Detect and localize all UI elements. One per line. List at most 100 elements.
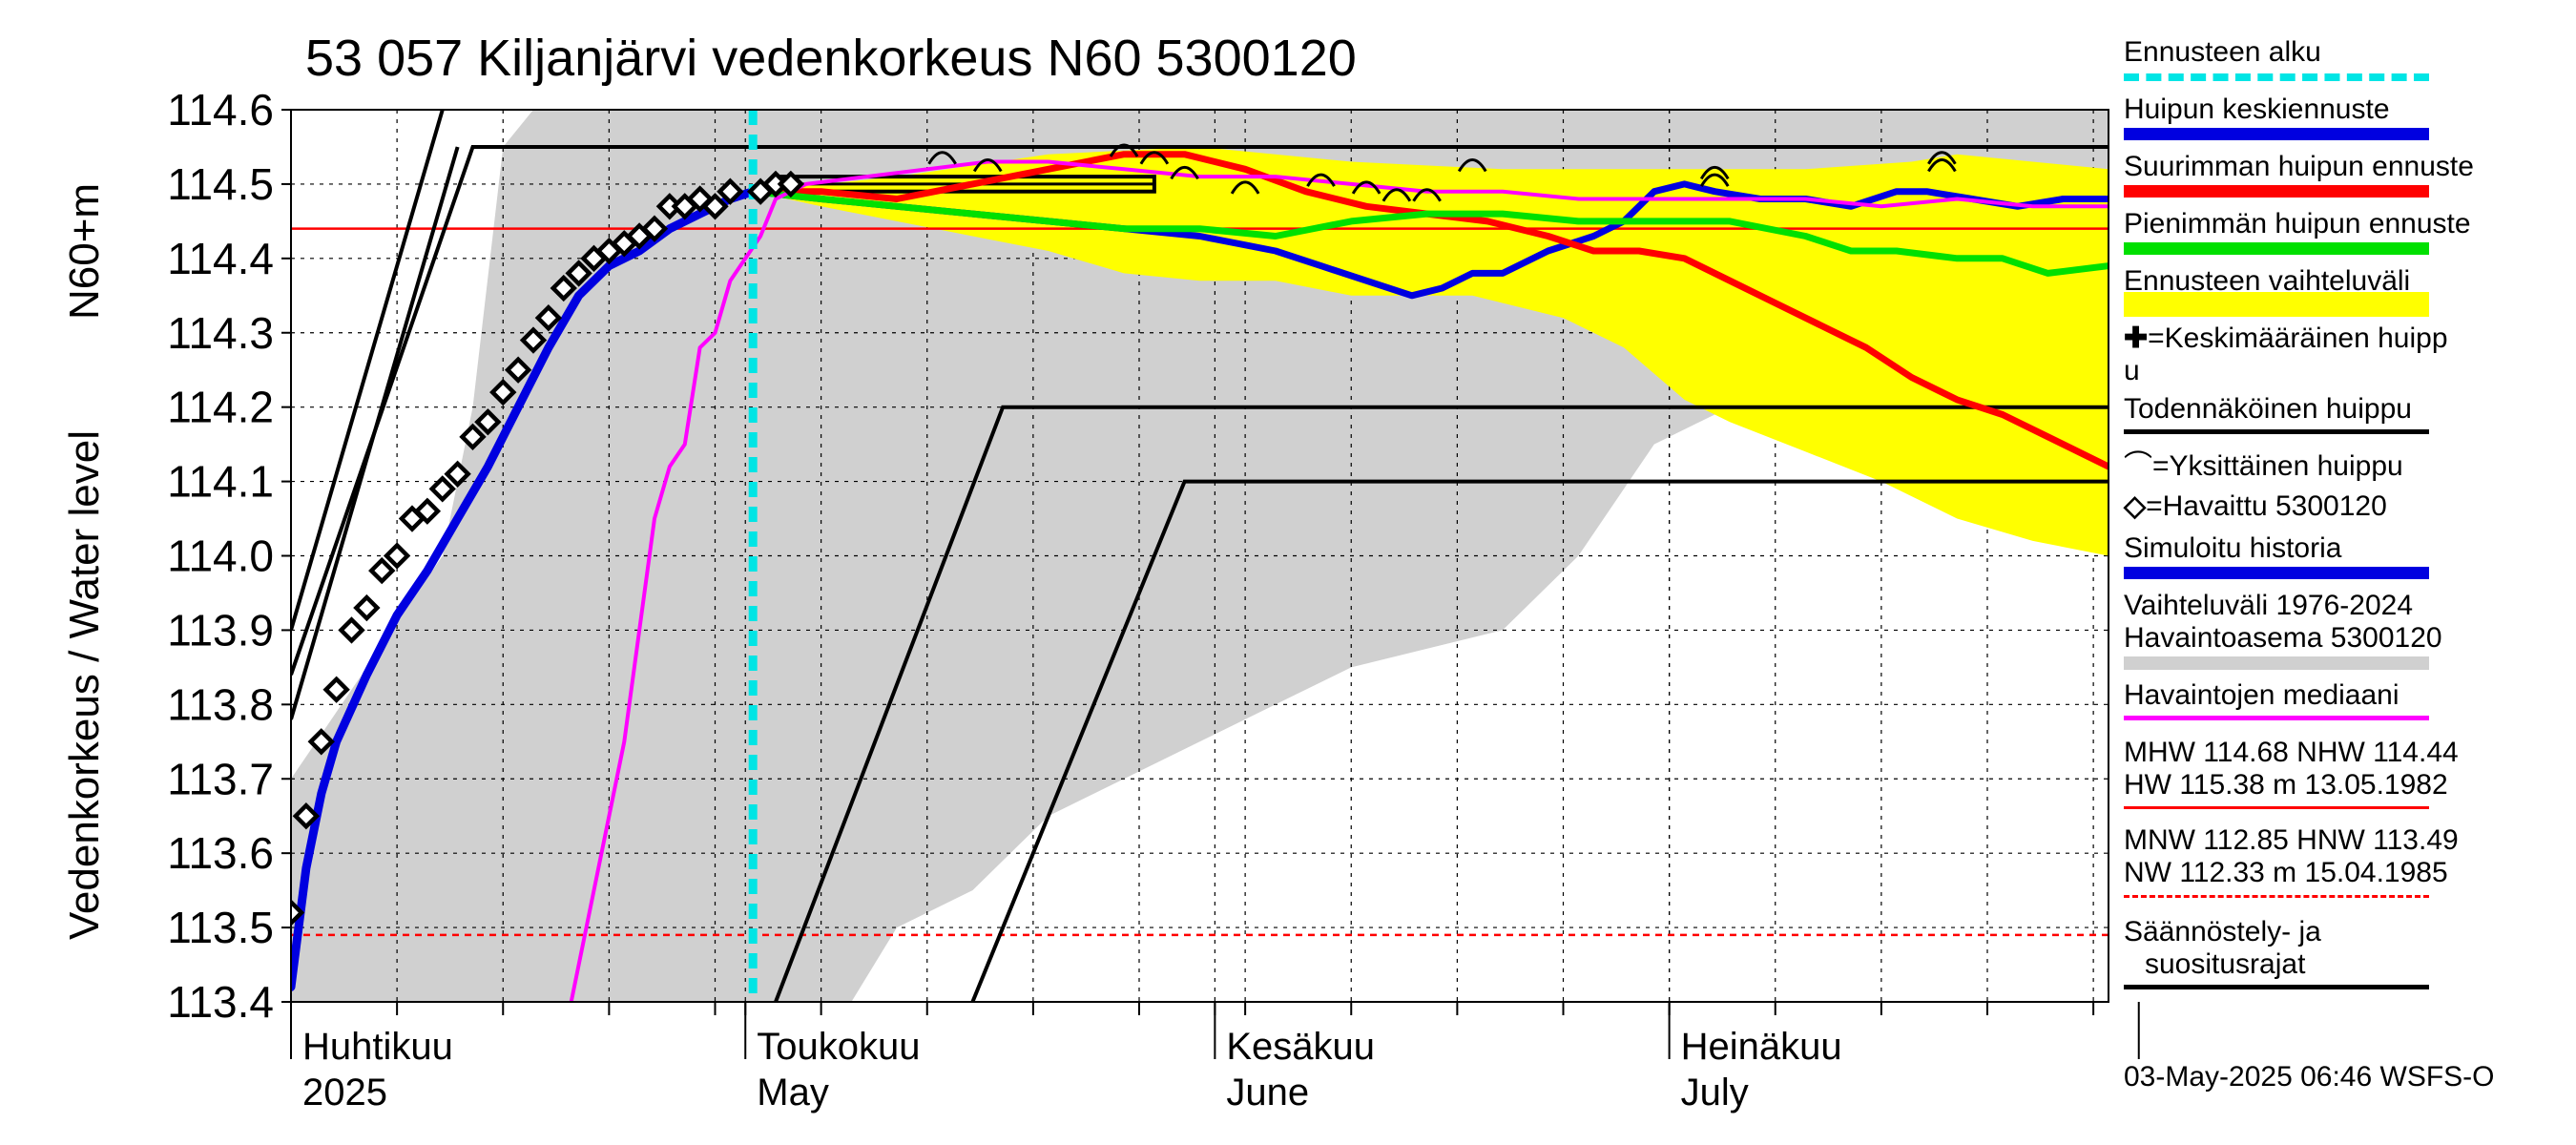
observed-point-19 [565,260,592,287]
observed-point-24 [640,215,669,242]
chart-title: 53 057 Kiljanjärvi vedenkorkeus N60 5300… [305,30,1357,87]
probable-peak-line-1 [774,405,2109,1002]
legend-mnw-line-1: MNW 112.85 HNW 113.49 [2124,824,2459,856]
legend-forecast-start-label: Ennusteen alku [2124,36,2321,68]
y-tick-label-7: 114.1 [167,457,274,507]
series-line-4 [569,159,2109,1002]
single-peak-arc-8 [1381,188,1412,202]
y-tick-label-10: 114.4 [167,234,274,283]
legend-observed-text: =Havaittu 5300120 [2146,490,2387,522]
observed-point-32 [777,170,805,198]
legend-max-peak-label: Suurimman huipun ennuste [2124,151,2474,182]
legend-mean-peak-label: Huipun keskiennuste [2124,94,2390,125]
plot-area [291,110,2109,1002]
legend-probable-peak-label: Todennäköinen huippu [2124,393,2412,425]
legend-single-peak-text: =Yksittäinen huippu [2152,450,2403,482]
observed-point-9 [413,497,442,525]
plus-icon: ✚ [2124,323,2149,354]
observed-point-7 [383,542,411,570]
legend: Ennusteen alku Huipun keskiennuste Suuri… [2124,0,2576,1145]
y-tick-label-8: 114.2 [167,383,274,432]
y-tick-label-6: 114.0 [167,531,274,581]
single-peak-arc-4 [1170,165,1199,180]
footer-timestamp: 03-May-2025 06:46 WSFS-O [2124,1061,2495,1093]
legend-regulation-label-1: Säännöstely- ja [2124,916,2321,947]
x-month-label-en-3: July [1681,1072,1749,1114]
single-peak-arc-9 [1412,188,1442,202]
x-month-label-en-0: 2025 [302,1072,387,1114]
arc-icon: ⌒ [2124,450,2152,482]
observed-point-4 [338,616,365,644]
observed-point-10 [428,475,456,503]
x-month-label-fi-0: Huhtikuu [302,1026,453,1068]
single-peak-arc-11 [1699,165,1730,180]
y-tick-label-11: 114.5 [167,159,274,209]
legend-mean-peak-marker-label: ✚=Keskimääräinen huipp [2124,323,2448,355]
observed-point-14 [489,378,517,406]
y-tick-label-2: 113.6 [167,828,274,878]
legend-probable-peak-swatch [2124,429,2429,434]
legend-simulated-label: Simuloitu historia [2124,532,2342,564]
single-peak-arc-14 [1927,151,1957,165]
legend-forecast-start-swatch [2124,73,2429,81]
observed-point-0 [291,899,305,926]
legend-mean-peak-marker-label-2: u [2124,355,2140,386]
y-tick-label-1: 113.5 [167,903,274,952]
legend-min-peak-label: Pienimmän huipun ennuste [2124,208,2471,239]
y-tick-label-9: 114.3 [167,308,274,358]
y-tick-label-0: 113.4 [167,977,274,1027]
observed-point-28 [701,193,729,220]
y-axis-label: Vedenkorkeus / Water level [61,430,108,940]
y-tick-label-5: 113.9 [167,605,274,655]
single-peak-arc-3 [1139,151,1170,165]
legend-mean-peak-marker-text: =Keskimääräinen huipp [2148,323,2448,354]
legend-regulation-label-2: suositusrajat [2145,948,2306,980]
observed-point-1 [292,802,321,830]
legend-median-swatch [2124,716,2429,720]
probable-peak-line-0 [291,145,2109,676]
observed-point-2 [307,728,335,756]
legend-history-range-swatch [2124,656,2429,670]
series-line-3 [749,188,2109,277]
legend-history-range-label-2: Havaintoasema 5300120 [2124,622,2442,654]
y-tick-label-4: 113.8 [167,679,274,729]
y-tick-label-12: 114.6 [167,85,274,135]
single-peak-arc-12 [1699,173,1730,187]
legend-single-peak-label: ⌒=Yksittäinen huippu [2124,450,2403,483]
legend-mean-peak-swatch [2124,128,2429,140]
observed-point-17 [534,303,563,332]
y-tick-label-3: 113.7 [167,754,274,803]
y-axis-label-unit: N60+m [61,182,108,320]
diamond-icon: ◇ [2124,490,2147,522]
observed-point-15 [504,356,532,384]
legend-mnw-line-2: NW 112.33 m 15.04.1985 [2124,857,2448,888]
legend-mnw-swatch [2124,895,2429,898]
x-month-label-en-1: May [757,1072,829,1114]
forecast-range-area [753,147,2109,556]
single-peak-arc-7 [1351,180,1381,195]
observed-point-18 [550,274,577,302]
x-month-label-fi-3: Heinäkuu [1681,1026,1842,1068]
legend-forecast-range-label: Ennusteen vaihteluväli [2124,265,2411,297]
single-peak-arc-1 [972,158,1003,173]
legend-min-peak-swatch [2124,242,2429,255]
observed-point-13 [474,408,502,436]
x-month-label-fi-2: Kesäkuu [1226,1026,1375,1068]
single-peak-arc-5 [1230,180,1260,195]
legend-regulation-swatch [2124,985,2429,989]
observed-point-16 [519,326,548,354]
observed-point-29 [717,177,744,205]
observed-point-12 [459,423,487,451]
x-month-label-fi-1: Toukokuu [757,1026,920,1068]
probable-peak-rise-1 [291,110,445,631]
single-peak-arc-6 [1306,173,1336,187]
legend-median-label: Havaintojen mediaani [2124,679,2399,711]
single-peak-arc-2 [1109,143,1139,157]
x-month-label-en-2: June [1226,1072,1309,1114]
observed-point-5 [353,593,381,622]
series-line-2 [749,151,2109,470]
observed-point-6 [368,556,396,585]
legend-observed-label: ◇=Havaittu 5300120 [2124,490,2387,523]
single-peak-arc-13 [1927,158,1957,173]
